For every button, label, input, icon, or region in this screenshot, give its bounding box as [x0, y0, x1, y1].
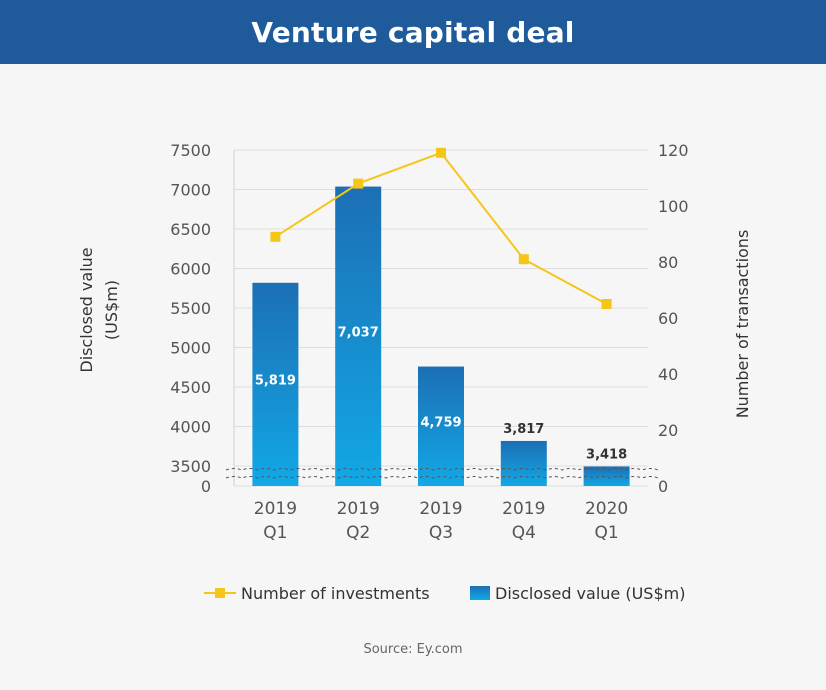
left-tick-label: 7500: [170, 141, 211, 160]
x-tick-label-year: 2019: [337, 499, 380, 519]
right-tick-label: 20: [658, 421, 678, 440]
left-tick-label: 0: [201, 477, 211, 496]
investments-point: [436, 147, 446, 158]
x-tick-label-year: 2020: [585, 499, 628, 519]
bar: [583, 466, 630, 486]
x-tick-label-year: 2019: [254, 499, 297, 519]
axis-break-mark: [225, 468, 659, 471]
bar: [500, 440, 547, 486]
right-axis-label: Number of transactions: [733, 230, 752, 419]
left-tick-label: 5000: [170, 339, 211, 358]
bar-data-label: 3,817: [503, 422, 544, 437]
x-tick-label-quarter: Q2: [346, 523, 370, 543]
right-tick-label: 80: [658, 253, 678, 272]
investments-point: [353, 178, 364, 189]
left-tick-label: 6000: [170, 260, 211, 279]
left-tick-label: 5500: [170, 299, 211, 318]
x-tick-label-quarter: Q4: [512, 523, 536, 543]
legend-label-investments: Number of investments: [241, 584, 430, 603]
right-tick-label: 40: [658, 365, 678, 384]
legend-label-disclosed: Disclosed value (US$m): [495, 584, 685, 603]
chart-title: Venture capital deal: [251, 15, 575, 49]
right-tick-label: 0: [658, 477, 668, 496]
left-tick-label: 6500: [170, 220, 211, 239]
x-tick-label-quarter: Q1: [263, 523, 287, 543]
bar-data-label: 7,037: [338, 325, 379, 340]
legend-bar-swatch: [470, 586, 490, 600]
bar-data-label: 5,819: [255, 373, 296, 388]
left-axis-label-unit: (US$m): [102, 280, 121, 340]
right-tick-label: 60: [658, 309, 678, 328]
legend-line-marker: [215, 588, 225, 598]
right-tick-label: 120: [658, 141, 689, 160]
source-note: Source: Ey.com: [363, 642, 463, 657]
axis-break-mark: [225, 476, 659, 479]
investments-point: [270, 231, 281, 242]
investments-line: [274, 151, 608, 305]
left-tick-label: 3500: [170, 457, 211, 476]
left-axis-label: Disclosed value: [77, 247, 96, 372]
investments-point: [601, 299, 612, 309]
bar: [252, 282, 299, 486]
x-tick-label-year: 2019: [419, 499, 462, 519]
chart-header: Venture capital deal: [0, 0, 826, 64]
x-tick-label-quarter: Q3: [429, 523, 453, 543]
left-tick-label: 4500: [170, 378, 211, 397]
investments-point: [518, 254, 529, 265]
right-tick-label: 100: [658, 197, 689, 216]
bar-data-label: 4,759: [420, 415, 461, 430]
bar: [335, 186, 382, 486]
x-tick-label-quarter: Q1: [594, 523, 618, 543]
left-tick-label: 7000: [170, 181, 211, 200]
bar-data-label: 3,418: [586, 447, 627, 462]
x-tick-label-year: 2019: [502, 499, 545, 519]
left-tick-label: 4000: [170, 418, 211, 437]
bar: [418, 366, 464, 486]
